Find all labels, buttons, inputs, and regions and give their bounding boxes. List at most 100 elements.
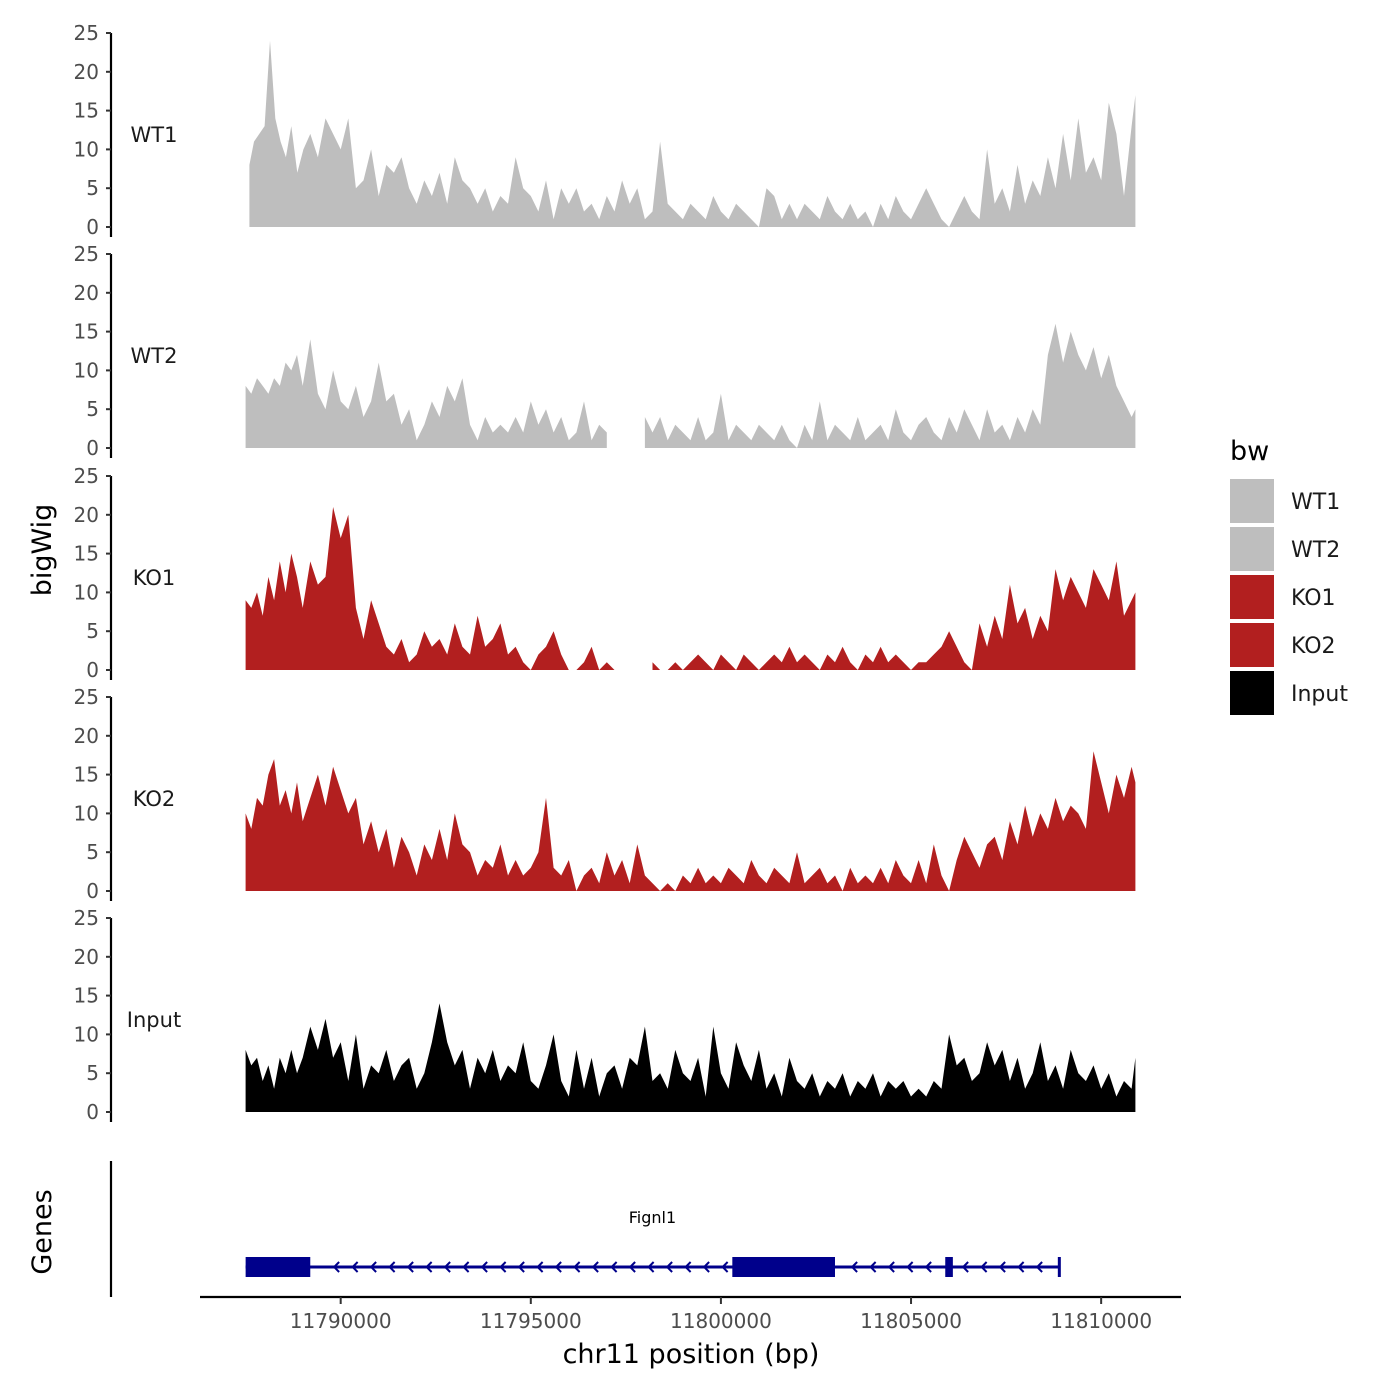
strand-arrow: [480, 1261, 488, 1273]
y-tick-label: 25: [74, 21, 99, 45]
strand-arrow: [332, 1261, 340, 1273]
signal-area-wt1: [249, 40, 1136, 227]
strand-arrow: [647, 1261, 655, 1273]
y-tick-label: 15: [74, 542, 99, 566]
track-label: Input: [127, 1008, 181, 1032]
strand-arrow: [628, 1261, 636, 1273]
signal-area-ko1: [245, 507, 630, 670]
strand-arrow: [850, 1261, 858, 1273]
y-tick-label: 0: [86, 436, 99, 460]
legend-swatch-wt1: [1230, 479, 1274, 523]
y-tick-label: 25: [74, 242, 99, 266]
legend-label-wt2: WT2: [1291, 538, 1340, 563]
strand-arrow: [610, 1261, 618, 1273]
legend-label-ko2: KO2: [1291, 634, 1336, 659]
y-tick-label: 25: [74, 685, 99, 709]
signal-area-input: [245, 1003, 1136, 1112]
strand-arrow: [721, 1261, 729, 1273]
legend-label-wt1: WT1: [1291, 490, 1340, 515]
y-tick-label: 20: [74, 281, 99, 305]
y-tick-label: 10: [74, 801, 99, 825]
strand-arrow: [369, 1261, 377, 1273]
y-tick-label: 10: [74, 1022, 99, 1046]
strand-arrow: [684, 1261, 692, 1273]
strand-arrow: [462, 1261, 470, 1273]
track-label: KO1: [133, 566, 176, 590]
track-ko2: 0 5 10 15 20 25 KO2: [74, 685, 1136, 903]
y-axis-title: bigWig: [27, 504, 58, 597]
track-wt2: 0 5 10 15 20 25 WT2: [74, 242, 1136, 460]
track-input: 0 5 10 15 20 25 Input: [74, 906, 1136, 1124]
strand-arrow: [536, 1261, 544, 1273]
track-label: KO2: [133, 787, 176, 811]
y-tick-label: 10: [74, 580, 99, 604]
y-tick-label: 10: [74, 137, 99, 161]
gene-name-label: Fignl1: [629, 1208, 676, 1227]
y-tick-label: 5: [86, 619, 99, 643]
strand-arrow: [406, 1261, 414, 1273]
gene-fignl1: Fignl1: [245, 1208, 1061, 1277]
legend: bw WT1 WT2 KO1 KO2 Input: [1230, 436, 1348, 715]
legend-label-ko1: KO1: [1291, 586, 1336, 611]
x-tick-label: 11795000: [480, 1309, 582, 1333]
exon-block: [732, 1257, 835, 1277]
exon-block: [245, 1257, 311, 1277]
strand-arrow: [961, 1261, 969, 1273]
y-tick-label: 25: [74, 464, 99, 488]
strand-arrow: [924, 1261, 932, 1273]
y-tick-label: 10: [74, 358, 99, 382]
y-tick-label: 20: [74, 724, 99, 748]
strand-arrow: [980, 1261, 988, 1273]
y-tick-label: 5: [86, 176, 99, 200]
y-tick-label: 0: [86, 658, 99, 682]
legend-swatch-ko2: [1230, 623, 1274, 667]
strand-arrow: [906, 1261, 914, 1273]
signal-area-wt2: [245, 339, 607, 448]
track-wt1: 0 5 10 15 20 25 WT1: [74, 21, 1136, 239]
y-tick-label: 0: [86, 1100, 99, 1124]
y-tick-label: 5: [86, 397, 99, 421]
legend-swatch-ko1: [1230, 575, 1274, 619]
strand-arrow: [351, 1261, 359, 1273]
exon-block: [945, 1257, 953, 1277]
x-axis-title: chr11 position (bp): [563, 1339, 820, 1370]
y-tick-label: 15: [74, 99, 99, 123]
strand-arrow: [887, 1261, 895, 1273]
signal-area-ko1: [652, 561, 1136, 670]
genes-panel: Fignl1: [109, 1161, 1061, 1297]
track-label: WT1: [131, 123, 178, 147]
y-tick-label: 15: [74, 763, 99, 787]
legend-label-input: Input: [1291, 682, 1348, 707]
strand-arrow: [1035, 1261, 1043, 1273]
strand-arrow: [573, 1261, 581, 1273]
legend-swatch-wt2: [1230, 527, 1274, 571]
legend-title: bw: [1230, 436, 1269, 467]
y-tick-label: 0: [86, 879, 99, 903]
y-tick-label: 0: [86, 215, 99, 239]
x-tick-label: 11790000: [290, 1309, 392, 1333]
x-axis: 11790000 11795000 11800000 11805000 11810000: [200, 1295, 1181, 1333]
strand-arrow: [517, 1261, 525, 1273]
strand-arrow: [554, 1261, 562, 1273]
y-tick-label: 20: [74, 60, 99, 84]
x-tick-label: 11805000: [860, 1309, 962, 1333]
track-ko1: 0 5 10 15 20 25 KO1: [74, 464, 1136, 682]
y-tick-label: 5: [86, 840, 99, 864]
strand-arrow: [702, 1261, 710, 1273]
y-tick-label: 20: [74, 503, 99, 527]
y-tick-label: 15: [74, 320, 99, 344]
signal-area-ko2: [245, 751, 1136, 891]
strand-arrow: [665, 1261, 673, 1273]
x-tick-label: 11810000: [1050, 1309, 1152, 1333]
strand-arrow: [591, 1261, 599, 1273]
genes-axis-title: Genes: [27, 1189, 58, 1274]
legend-swatch-input: [1230, 671, 1274, 715]
y-tick-label: 20: [74, 945, 99, 969]
strand-arrow: [1017, 1261, 1025, 1273]
y-tick-label: 15: [74, 984, 99, 1008]
y-tick-label: 5: [86, 1061, 99, 1085]
strand-arrow: [425, 1261, 433, 1273]
signal-area-wt2: [644, 323, 1136, 448]
x-tick-label: 11800000: [670, 1309, 772, 1333]
strand-arrow: [998, 1261, 1006, 1273]
